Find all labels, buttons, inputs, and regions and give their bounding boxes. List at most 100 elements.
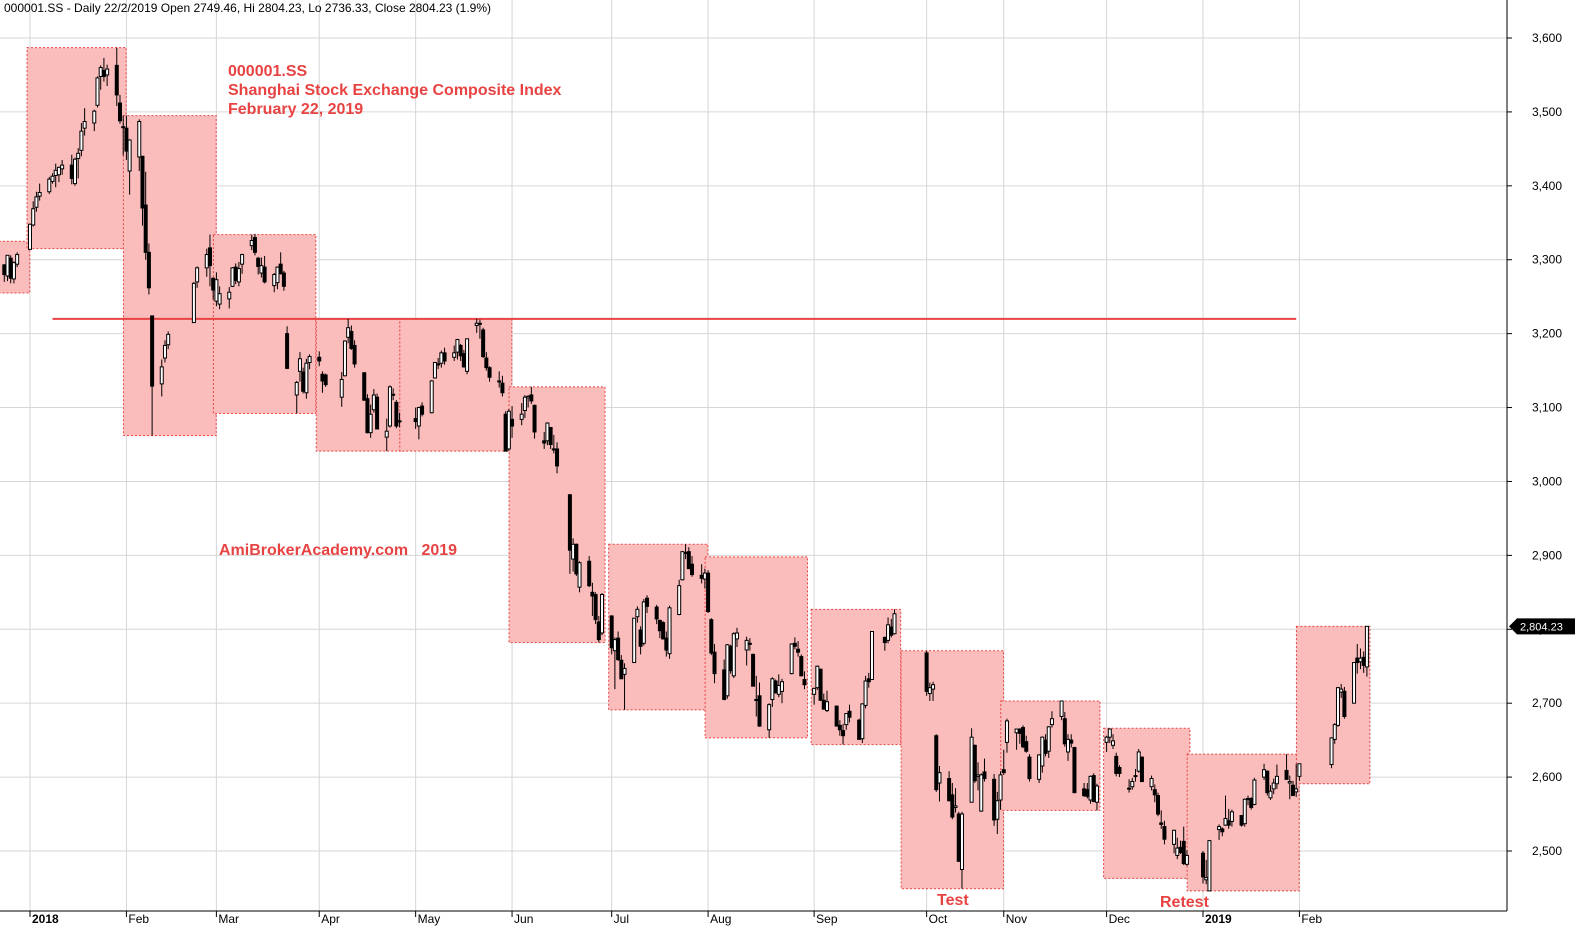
candle-body-down bbox=[950, 794, 955, 818]
candle-body-up bbox=[635, 608, 640, 618]
candle-body-down bbox=[1024, 741, 1029, 752]
candle bbox=[1184, 850, 1189, 866]
candle bbox=[1287, 775, 1292, 800]
candle-body-down bbox=[690, 563, 695, 576]
candle bbox=[1094, 783, 1099, 811]
candle-body-down bbox=[140, 155, 145, 209]
candle bbox=[863, 675, 868, 709]
candle-body-up bbox=[863, 680, 868, 706]
candle-body-up bbox=[1136, 751, 1141, 772]
candle bbox=[1152, 784, 1157, 803]
chart-index-name: Shanghai Stock Exchange Composite Index bbox=[228, 82, 562, 99]
candle-body-down bbox=[420, 405, 425, 415]
candle-body-up bbox=[744, 639, 749, 651]
candle-body-down bbox=[233, 266, 238, 281]
candle-body-up bbox=[632, 617, 637, 664]
candle-body-down bbox=[757, 695, 762, 727]
candle-body-up bbox=[11, 262, 16, 280]
candle bbox=[1252, 777, 1257, 806]
candle bbox=[956, 811, 961, 862]
candle bbox=[947, 771, 952, 802]
candle bbox=[1066, 734, 1071, 761]
candle bbox=[1271, 778, 1276, 795]
candle-body-down bbox=[394, 401, 399, 427]
candle-body-down bbox=[1072, 747, 1077, 794]
candle-body-up bbox=[5, 254, 10, 277]
candle bbox=[47, 176, 52, 194]
candle-body-up bbox=[368, 413, 373, 434]
candle-body-down bbox=[211, 277, 216, 291]
candle-body-up bbox=[680, 551, 685, 581]
candle bbox=[847, 704, 852, 723]
candle bbox=[995, 791, 1000, 835]
candle-body-up bbox=[259, 265, 264, 274]
candle-body-down bbox=[1220, 828, 1225, 833]
candle bbox=[1297, 763, 1302, 781]
candle bbox=[121, 115, 126, 156]
candle-body-down bbox=[442, 352, 447, 362]
candle-body-down bbox=[616, 637, 621, 661]
candle-body-down bbox=[349, 330, 354, 349]
candle-body-down bbox=[609, 615, 614, 649]
candle bbox=[1159, 810, 1164, 829]
candle bbox=[869, 630, 874, 681]
candle bbox=[465, 338, 470, 375]
candle-body-up bbox=[474, 322, 479, 327]
candle bbox=[529, 386, 534, 404]
candle bbox=[79, 122, 84, 157]
candle-body-up bbox=[432, 361, 437, 379]
candle-body-up bbox=[416, 407, 421, 427]
candle-body-up bbox=[522, 396, 527, 412]
candle bbox=[307, 354, 312, 370]
candle bbox=[1352, 662, 1357, 704]
y-tick-label: 2,600 bbox=[1532, 770, 1562, 784]
candle bbox=[1294, 763, 1299, 798]
candle-body-up bbox=[860, 703, 865, 740]
candle bbox=[1027, 754, 1032, 782]
candle-body-down bbox=[841, 730, 846, 737]
candle bbox=[979, 773, 984, 812]
candle-body-up bbox=[577, 562, 582, 588]
candle bbox=[567, 494, 572, 574]
candle bbox=[735, 627, 740, 648]
candle-body-down bbox=[124, 127, 129, 152]
candle-body-up bbox=[1242, 798, 1247, 825]
candle-body-up bbox=[979, 774, 984, 812]
candle bbox=[593, 592, 598, 625]
candle-body-up bbox=[465, 338, 470, 372]
candle-body-down bbox=[320, 373, 325, 382]
candle bbox=[117, 94, 122, 124]
candle-body-up bbox=[735, 632, 740, 640]
candle bbox=[1265, 770, 1270, 796]
candle-body-up bbox=[137, 121, 142, 158]
candle-body-up bbox=[1037, 754, 1042, 780]
candle bbox=[349, 325, 354, 350]
candle-body-down bbox=[1159, 822, 1164, 825]
candle-body-down bbox=[1181, 840, 1186, 865]
candle bbox=[667, 605, 672, 659]
candle bbox=[834, 705, 839, 727]
monthly-range-box bbox=[399, 318, 513, 452]
candle-body-down bbox=[934, 735, 939, 791]
candle bbox=[728, 644, 733, 674]
candle-body-up bbox=[294, 381, 299, 396]
candle-body-down bbox=[2, 264, 7, 276]
candle-body-up bbox=[1130, 781, 1135, 788]
x-tick-label: Jun bbox=[514, 912, 533, 926]
monthly-range-box bbox=[508, 386, 606, 644]
candle-body-down bbox=[1284, 769, 1289, 780]
candle-body-up bbox=[387, 386, 392, 427]
candle bbox=[240, 253, 245, 274]
last-price-marker: 2,804.23 bbox=[1509, 618, 1575, 635]
candle-body-up bbox=[754, 698, 759, 701]
candle-body-down bbox=[664, 637, 669, 651]
candle bbox=[387, 385, 392, 428]
candle-body-up bbox=[34, 196, 39, 208]
candle bbox=[632, 617, 637, 664]
candle-body-up bbox=[240, 254, 245, 265]
candle-body-down bbox=[413, 418, 418, 423]
candle bbox=[1156, 792, 1161, 817]
candle bbox=[1342, 686, 1347, 719]
y-tick-label: 2,900 bbox=[1532, 548, 1562, 562]
candle-body-down bbox=[484, 357, 489, 369]
